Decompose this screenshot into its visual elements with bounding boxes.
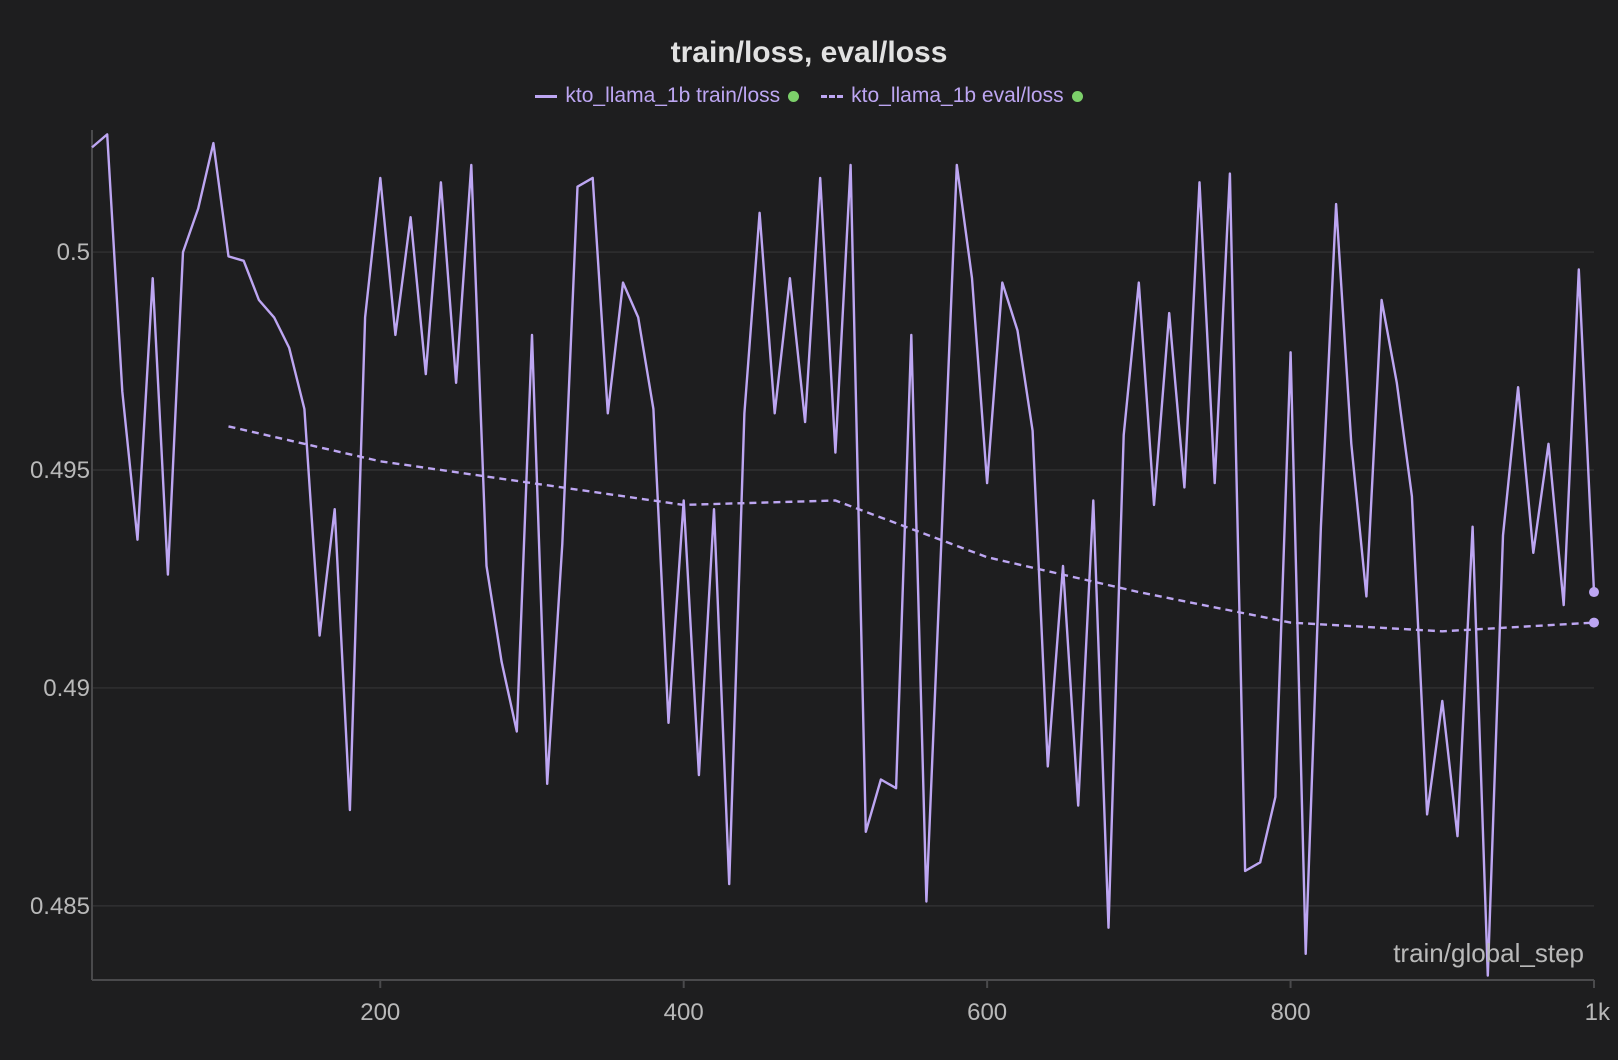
legend-item-train-loss[interactable]: kto_llama_1b train/loss [535,84,800,108]
x-tick-label: 200 [360,999,400,1026]
x-axis-title: train/global_step [1393,938,1584,968]
legend-dashed-line-swatch [821,94,844,98]
run-status-dot-icon [788,90,800,102]
x-tick-label: 1k [1585,999,1611,1026]
chart-legend: kto_llama_1b train/loss kto_llama_1b eva… [0,84,1618,108]
x-tick-label: 600 [967,999,1007,1026]
x-tick-label: 800 [1271,999,1311,1026]
series-lines [91,133,1599,977]
axes [91,130,1595,988]
y-tick-label: 0.49 [43,675,90,702]
legend-label-eval-loss: kto_llama_1b eval/loss [851,84,1064,107]
eval-loss-line [228,425,1595,633]
eval-loss-last-point [1589,617,1599,628]
grid-lines [92,251,1594,907]
y-tick-label: 0.495 [30,457,90,484]
legend-label-train-loss: kto_llama_1b train/loss [565,84,781,107]
train-loss-last-point [1589,587,1599,598]
y-tick-label: 0.5 [57,239,90,266]
x-tick-label: 400 [664,999,704,1026]
train-loss-line [91,133,1596,977]
legend-solid-line-swatch [535,94,558,98]
legend-item-eval-loss[interactable]: kto_llama_1b eval/loss [821,84,1083,108]
tick-labels: 0.485 0.49 0.495 0.5 200 400 600 800 1k [30,239,1611,1026]
y-tick-label: 0.485 [30,893,90,920]
run-status-dot-icon [1071,90,1083,102]
chart-title: train/loss, eval/loss [670,36,948,69]
